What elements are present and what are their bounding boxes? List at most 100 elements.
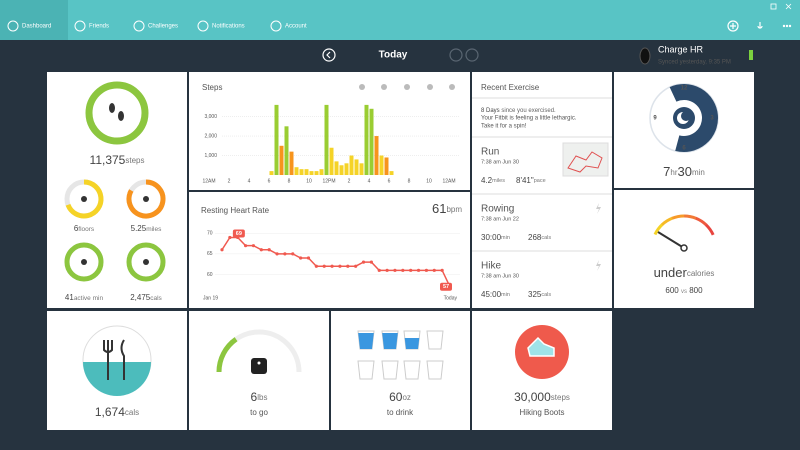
calorie-part: vs xyxy=(681,289,687,295)
nav-icon[interactable] xyxy=(197,20,209,32)
text-part: 30:00 xyxy=(481,233,502,242)
hr-point xyxy=(322,264,326,268)
x-tick-label: 12PM xyxy=(322,178,335,184)
x-tick-label: 4 xyxy=(368,178,371,184)
exercise-name[interactable]: Rowing xyxy=(481,204,514,215)
bar xyxy=(294,167,299,175)
x-label: Today xyxy=(444,295,458,301)
bar xyxy=(289,151,294,175)
hr-point xyxy=(267,248,271,252)
x-tick-label: 6 xyxy=(268,178,271,184)
text-part: min xyxy=(501,292,510,298)
hr-point xyxy=(346,264,350,268)
bar xyxy=(324,104,329,175)
tiles xyxy=(47,72,754,430)
hr-badge xyxy=(232,229,245,238)
text-part: cals xyxy=(541,292,551,298)
hr-point xyxy=(306,256,311,260)
date-arrows[interactable] xyxy=(322,48,479,62)
text-part: min xyxy=(501,235,510,241)
map-route xyxy=(567,151,603,173)
nav-icons xyxy=(727,3,792,32)
x-tick-label: 12AM xyxy=(202,178,215,184)
stat: 41active min xyxy=(65,293,104,302)
needle xyxy=(657,231,685,249)
chart-title: Resting Heart Rate xyxy=(201,206,270,215)
text-part: 8'41" xyxy=(516,176,534,185)
x-tick-label: 2 xyxy=(228,178,231,184)
text-part: cals xyxy=(125,408,139,417)
text-part: 268 xyxy=(528,233,542,242)
bar xyxy=(389,171,394,175)
hr-point xyxy=(440,268,444,272)
chart-icon[interactable] xyxy=(381,84,387,90)
current-hr: 61bpm xyxy=(432,201,462,216)
chart-icon[interactable] xyxy=(427,84,433,90)
hr-point xyxy=(228,235,232,240)
hr-point xyxy=(393,268,397,272)
y-tick-label: 2,000 xyxy=(204,133,217,139)
hr-point xyxy=(354,264,358,268)
exercise-time: 7:38 am Jun 22 xyxy=(481,216,519,222)
text-part: 30 xyxy=(678,164,692,179)
nav-item[interactable]: Challenges xyxy=(148,24,178,30)
nav-bar xyxy=(0,0,800,40)
nav-icon[interactable] xyxy=(270,20,282,32)
hr-point xyxy=(385,268,389,272)
scale-dot xyxy=(257,361,261,365)
bar xyxy=(284,126,289,175)
exercise-name[interactable]: Hike xyxy=(481,261,501,272)
x-tick-label: 10 xyxy=(306,178,312,184)
exercise-icon xyxy=(596,203,601,214)
clock-number: 9 xyxy=(653,116,657,122)
y-tick-label: 70 xyxy=(207,231,213,237)
glass xyxy=(426,330,444,350)
text-part: min xyxy=(692,168,705,177)
calorie-status: undercalories xyxy=(654,265,715,280)
y-tick-label: 60 xyxy=(207,272,213,278)
text-part: 60 xyxy=(389,390,403,404)
ring xyxy=(65,179,104,219)
nav-item[interactable]: Notifications xyxy=(212,24,245,30)
nav-item[interactable]: Friends xyxy=(89,24,109,30)
exercise-name[interactable]: Run xyxy=(481,147,499,158)
chart-icon[interactable] xyxy=(359,84,365,90)
text-part: lbs xyxy=(257,393,267,402)
stat: 6floors xyxy=(74,224,95,233)
badge-shoe xyxy=(527,336,555,357)
x-tick-label: 2 xyxy=(348,178,351,184)
bar xyxy=(304,169,309,175)
glass xyxy=(357,360,375,380)
hr-point xyxy=(409,268,413,272)
bar xyxy=(354,159,359,175)
chart-icon[interactable] xyxy=(404,84,410,90)
footprint xyxy=(109,103,115,113)
nav-icon[interactable] xyxy=(7,20,19,32)
text-part: under xyxy=(654,265,688,280)
nav-item[interactable]: Dashboard xyxy=(22,24,51,30)
hr-point xyxy=(432,268,436,272)
gauge xyxy=(704,223,715,236)
chart-icon[interactable] xyxy=(449,84,455,90)
nav-item[interactable]: Account xyxy=(285,24,307,30)
message: 8 Days since you exercised. xyxy=(481,108,556,114)
calorie-part: 600 xyxy=(665,286,679,295)
glass-water xyxy=(358,333,374,349)
bar xyxy=(364,104,369,175)
hr-point xyxy=(243,244,248,248)
nav-icon[interactable] xyxy=(133,20,145,32)
x-tick-label: 12AM xyxy=(442,178,455,184)
decorations xyxy=(64,81,719,396)
nav-icon[interactable] xyxy=(74,20,86,32)
stat-icon xyxy=(81,259,87,265)
bar xyxy=(344,163,349,175)
text-part: 325 xyxy=(528,290,542,299)
exercise-stat: 8'41"pace xyxy=(516,176,546,185)
text-part: 8 Days xyxy=(481,108,500,114)
hr-point xyxy=(369,260,373,264)
badge-steps: 30,000steps xyxy=(514,390,570,404)
text-part: miles xyxy=(492,178,505,184)
x-tick-label: 6 xyxy=(388,178,391,184)
exercise-stat: 45:00min xyxy=(481,290,510,299)
text-part: 45:00 xyxy=(481,290,502,299)
